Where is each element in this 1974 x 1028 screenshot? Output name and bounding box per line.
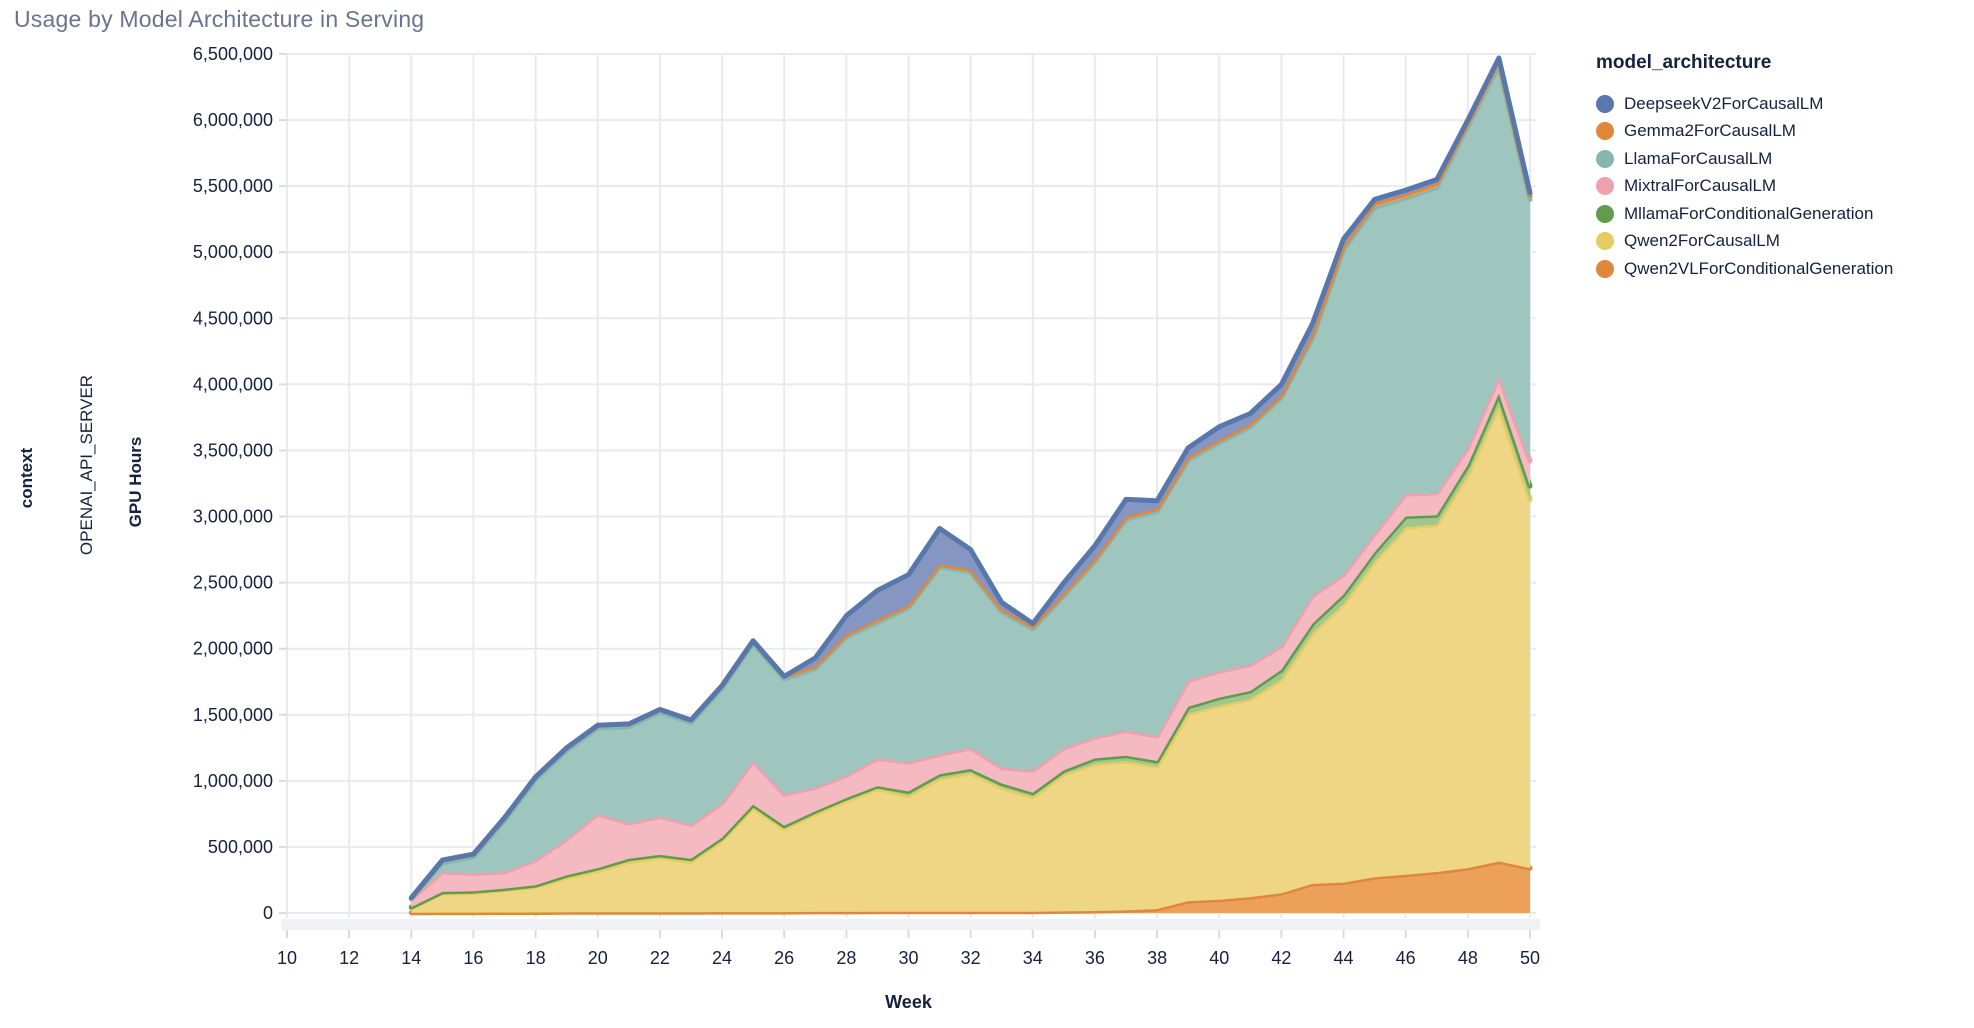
legend-item[interactable]: Qwen2ForCausalLM xyxy=(1596,228,1966,256)
x-tick-label: 36 xyxy=(1085,948,1105,968)
x-tick-label: 14 xyxy=(401,948,421,968)
y-tick-label: 4,000,000 xyxy=(193,374,273,394)
x-tick-label: 24 xyxy=(712,948,732,968)
x-tick-label: 10 xyxy=(277,948,297,968)
legend-label: LlamaForCausalLM xyxy=(1624,148,1773,168)
y-tick-label: 6,000,000 xyxy=(193,110,273,130)
legend-item[interactable]: Gemma2ForCausalLM xyxy=(1596,118,1966,146)
facet-row-title: context xyxy=(17,447,36,509)
legend-item[interactable]: LlamaForCausalLM xyxy=(1596,145,1966,173)
x-tick-label: 40 xyxy=(1209,948,1229,968)
legend-items: DeepseekV2ForCausalLM Gemma2ForCausalLM Ll… xyxy=(1596,90,1966,283)
x-tick-label: 20 xyxy=(588,948,608,968)
x-tick-label: 42 xyxy=(1271,948,1291,968)
legend-swatch-circle xyxy=(1596,94,1614,113)
x-tick-label: 22 xyxy=(650,948,670,968)
x-tick-label: 28 xyxy=(836,948,856,968)
x-tick-label: 48 xyxy=(1458,948,1478,968)
y-tick-label: 6,500,000 xyxy=(193,44,273,64)
page-title: Usage by Model Architecture in Serving xyxy=(14,6,425,32)
legend-label: MixtralForCausalLM xyxy=(1624,176,1777,196)
legend: model_architecture DeepseekV2ForCausalLM… xyxy=(1596,52,1966,283)
legend-label: DeepseekV2ForCausalLM xyxy=(1624,93,1824,113)
facet-row-value: OPENAI_API_SERVER xyxy=(77,374,96,556)
y-tick-label: 5,000,000 xyxy=(193,242,273,262)
legend-swatch-circle xyxy=(1596,232,1614,251)
legend-item[interactable]: DeepseekV2ForCausalLM xyxy=(1596,90,1966,118)
x-tick-label: 26 xyxy=(774,948,794,968)
legend-swatch-circle xyxy=(1596,259,1614,278)
legend-swatch-circle xyxy=(1596,177,1614,196)
x-tick-label: 12 xyxy=(339,948,359,968)
x-tick-label: 18 xyxy=(526,948,546,968)
y-tick-label: 3,500,000 xyxy=(193,440,273,460)
x-axis-band xyxy=(281,919,1540,930)
legend-swatch-circle xyxy=(1596,204,1614,223)
legend-item[interactable]: MixtralForCausalLM xyxy=(1596,173,1966,201)
x-tick-label: 46 xyxy=(1396,948,1416,968)
legend-swatch-circle xyxy=(1596,149,1614,168)
x-tick-label: 44 xyxy=(1334,948,1354,968)
x-tick-label: 16 xyxy=(463,948,483,968)
y-tick-label: 2,000,000 xyxy=(193,639,273,659)
legend-title: model_architecture xyxy=(1596,52,1772,73)
y-axis-title: GPU Hours xyxy=(126,436,145,528)
x-axis-title: Week xyxy=(885,992,932,1012)
y-tick-label: 1,000,000 xyxy=(193,771,273,791)
legend-item[interactable]: MllamaForConditionalGeneration xyxy=(1596,200,1966,228)
area-Qwen2VLForConditionalGeneration xyxy=(411,861,1530,913)
legend-item[interactable]: Qwen2VLForConditionalGeneration xyxy=(1596,255,1966,283)
x-tick-label: 30 xyxy=(898,948,918,968)
y-tick-label: 5,500,000 xyxy=(193,176,273,196)
y-tick-label: 2,500,000 xyxy=(193,573,273,593)
x-tick-label: 32 xyxy=(961,948,981,968)
y-tick-label: 1,500,000 xyxy=(193,705,273,725)
line-DeepseekV2ForCausalLM xyxy=(408,55,1533,901)
y-tick-label: 500,000 xyxy=(208,837,273,857)
y-tick-label: 3,000,000 xyxy=(193,507,273,527)
legend-label: MllamaForConditionalGeneration xyxy=(1624,203,1874,223)
legend-label: Qwen2ForCausalLM xyxy=(1624,231,1780,251)
legend-label: Qwen2VLForConditionalGeneration xyxy=(1624,258,1894,278)
area-LlamaForCausalLM xyxy=(411,65,1530,900)
x-tick-label: 38 xyxy=(1147,948,1167,968)
y-tick-label: 0 xyxy=(263,903,273,923)
legend-swatch-circle xyxy=(1596,122,1614,141)
area-Qwen2ForCausalLM xyxy=(411,405,1530,913)
x-tick-label: 34 xyxy=(1023,948,1043,968)
x-tick-label: 50 xyxy=(1520,948,1540,968)
y-tick-label: 4,500,000 xyxy=(193,308,273,328)
legend-label: Gemma2ForCausalLM xyxy=(1624,121,1796,141)
